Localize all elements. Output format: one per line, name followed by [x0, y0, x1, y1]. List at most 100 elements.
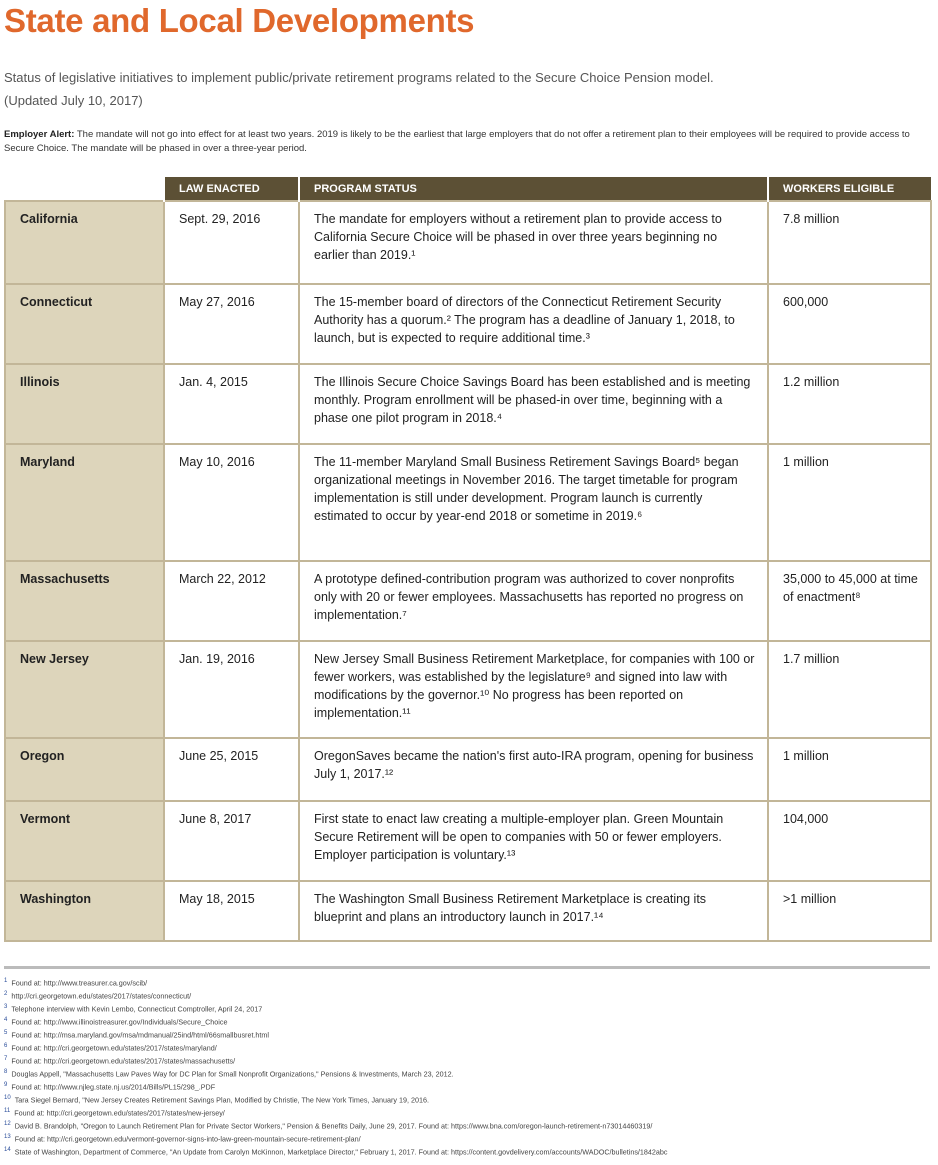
footnote-text: Found at: http://cri.georgetown.edu/verm… — [14, 1134, 361, 1144]
footnote-text: State of Washington, Department of Comme… — [14, 1147, 668, 1157]
footnote-number: 12 — [4, 1120, 11, 1127]
program-status-cell: The Washington Small Business Retirement… — [298, 880, 769, 942]
program-status-cell: OregonSaves became the nation's first au… — [298, 737, 769, 802]
header-law-enacted: LAW ENACTED — [163, 177, 299, 201]
alert-text: The mandate will not go into effect for … — [4, 129, 910, 154]
program-status-cell: A prototype defined-contribution program… — [298, 560, 769, 642]
footnote-number: 10 — [4, 1094, 11, 1101]
alert-label: Employer Alert: — [4, 129, 75, 140]
footnote: 14 State of Washington, Department of Com… — [4, 1145, 934, 1158]
state-cell: California — [4, 200, 165, 285]
footnote-number: 11 — [4, 1107, 11, 1114]
footnote: 7 Found at: http://cri.georgetown.edu/sta… — [4, 1054, 934, 1067]
program-status-cell: The 11-member Maryland Small Business Re… — [298, 443, 769, 562]
header-program-status: PROGRAM STATUS — [298, 177, 768, 201]
footnotes: 1 Found at: http://www.treasurer.ca.gov/s… — [4, 976, 934, 1158]
state-developments-table: LAW ENACTED PROGRAM STATUS WORKERS ELIGI… — [4, 177, 932, 942]
program-status-cell: The Illinois Secure Choice Savings Board… — [298, 363, 769, 445]
table-row: Oregon June 25, 2015 OregonSaves became th… — [4, 737, 932, 802]
footnote-text: Found at: http://www.njleg.state.nj.us/2… — [11, 1082, 216, 1092]
footnote-number: 2 — [4, 990, 8, 997]
law-enacted-cell: May 10, 2016 — [163, 443, 300, 562]
law-enacted-cell: June 8, 2017 — [163, 800, 300, 882]
table-row: New Jersey Jan. 19, 2016 New Jersey Small … — [4, 640, 932, 739]
workers-eligible-cell: >1 million — [767, 880, 932, 942]
law-enacted-cell: March 22, 2012 — [163, 560, 300, 642]
footnote-text: Found at: http://www.illinoistreasurer.g… — [11, 1017, 228, 1027]
state-cell: Oregon — [4, 737, 165, 802]
footnote: 13 Found at: http://cri.georgetown.edu/ve… — [4, 1132, 934, 1145]
footnote: 8 Douglas Appell, "Massachusetts Law Pave… — [4, 1067, 934, 1080]
footnote-text: Found at: http://cri.georgetown.edu/stat… — [14, 1108, 225, 1118]
footnote: 1 Found at: http://www.treasurer.ca.gov/s… — [4, 976, 934, 989]
program-status-cell: New Jersey Small Business Retirement Mar… — [298, 640, 769, 739]
footnote-number: 9 — [4, 1081, 8, 1088]
program-status-cell: The 15-member board of directors of the … — [298, 283, 769, 365]
updated-date: (Updated July 10, 2017) — [4, 93, 143, 108]
footnote-text: http://cri.georgetown.edu/states/2017/st… — [11, 991, 192, 1001]
law-enacted-cell: Sept. 29, 2016 — [163, 200, 300, 285]
program-status-cell: First state to enact law creating a mult… — [298, 800, 769, 882]
footnote-number: 14 — [4, 1146, 11, 1153]
state-cell: Massachusetts — [4, 560, 165, 642]
state-cell: New Jersey — [4, 640, 165, 739]
state-cell: Washington — [4, 880, 165, 942]
footnote-number: 4 — [4, 1016, 8, 1023]
table-row: Maryland May 10, 2016 The 11-member Maryla… — [4, 443, 932, 562]
table-row: Connecticut May 27, 2016 The 15-member boa… — [4, 283, 932, 365]
footnote-text: Douglas Appell, "Massachusetts Law Paves… — [11, 1069, 454, 1079]
footnote: 11 Found at: http://cri.georgetown.edu/st… — [4, 1106, 934, 1119]
footnote-text: Found at: http://cri.georgetown.edu/stat… — [11, 1043, 217, 1053]
footnote: 9 Found at: http://www.njleg.state.nj.us/… — [4, 1080, 934, 1093]
workers-eligible-cell: 1.2 million — [767, 363, 932, 445]
footnote-number: 5 — [4, 1029, 8, 1036]
footnote-text: David B. Brandolph, "Oregon to Launch Re… — [14, 1121, 653, 1131]
header-workers-eligible: WORKERS ELIGIBLE — [767, 177, 931, 201]
workers-eligible-cell: 1 million — [767, 443, 932, 562]
footnote-text: Found at: http://msa.maryland.gov/msa/md… — [11, 1030, 270, 1040]
footnote-text: Found at: http://www.treasurer.ca.gov/sc… — [11, 978, 148, 988]
law-enacted-cell: June 25, 2015 — [163, 737, 300, 802]
header-blank — [5, 177, 164, 201]
law-enacted-cell: May 18, 2015 — [163, 880, 300, 942]
footnote-number: 6 — [4, 1042, 8, 1049]
footnote-text: Tara Siegel Bernard, "New Jersey Creates… — [14, 1095, 429, 1105]
footnote-text: Telephone interview with Kevin Lembo, Co… — [11, 1004, 263, 1014]
table-row: Massachusetts March 22, 2012 A prototype d… — [4, 560, 932, 642]
workers-eligible-cell: 1.7 million — [767, 640, 932, 739]
state-cell: Connecticut — [4, 283, 165, 365]
footnote-text: Found at: http://cri.georgetown.edu/stat… — [11, 1056, 236, 1066]
footnote-number: 3 — [4, 1003, 8, 1010]
workers-eligible-cell: 35,000 to 45,000 at time of enactment⁸ — [767, 560, 932, 642]
workers-eligible-cell: 1 million — [767, 737, 932, 802]
footnote: 3 Telephone interview with Kevin Lembo, C… — [4, 1002, 934, 1015]
footnote: 6 Found at: http://cri.georgetown.edu/sta… — [4, 1041, 934, 1054]
program-status-cell: The mandate for employers without a reti… — [298, 200, 769, 285]
page-title: State and Local Developments — [4, 2, 475, 39]
law-enacted-cell: May 27, 2016 — [163, 283, 300, 365]
law-enacted-cell: Jan. 4, 2015 — [163, 363, 300, 445]
footnote-number: 8 — [4, 1068, 8, 1075]
footnote-number: 13 — [4, 1133, 11, 1140]
state-cell: Vermont — [4, 800, 165, 882]
footnote: 5 Found at: http://msa.maryland.gov/msa/m… — [4, 1028, 934, 1041]
footnote: 10 Tara Siegel Bernard, "New Jersey Creat… — [4, 1093, 934, 1106]
footnote: 12 David B. Brandolph, "Oregon to Launch … — [4, 1119, 934, 1132]
footnote: 4 Found at: http://www.illinoistreasurer.… — [4, 1015, 934, 1028]
state-cell: Maryland — [4, 443, 165, 562]
state-cell: Illinois — [4, 363, 165, 445]
law-enacted-cell: Jan. 19, 2016 — [163, 640, 300, 739]
subtitle: Status of legislative initiatives to imp… — [4, 66, 934, 112]
footnote-number: 7 — [4, 1055, 8, 1062]
footnote-number: 1 — [4, 978, 8, 984]
workers-eligible-cell: 104,000 — [767, 800, 932, 882]
subtitle-text: Status of legislative initiatives to imp… — [4, 70, 714, 85]
table-row: Vermont June 8, 2017 First state to enact … — [4, 800, 932, 882]
workers-eligible-cell: 7.8 million — [767, 200, 932, 285]
table-row: Illinois Jan. 4, 2015 The Illinois Secure … — [4, 363, 932, 445]
table-row: Washington May 18, 2015 The Washington Sma… — [4, 880, 932, 942]
footnote: 2 http://cri.georgetown.edu/states/2017/s… — [4, 989, 934, 1002]
table-row: California Sept. 29, 2016 The mandate for … — [4, 200, 932, 285]
employer-alert: Employer Alert: The mandate will not go … — [4, 128, 934, 156]
footnote-divider — [4, 966, 930, 969]
